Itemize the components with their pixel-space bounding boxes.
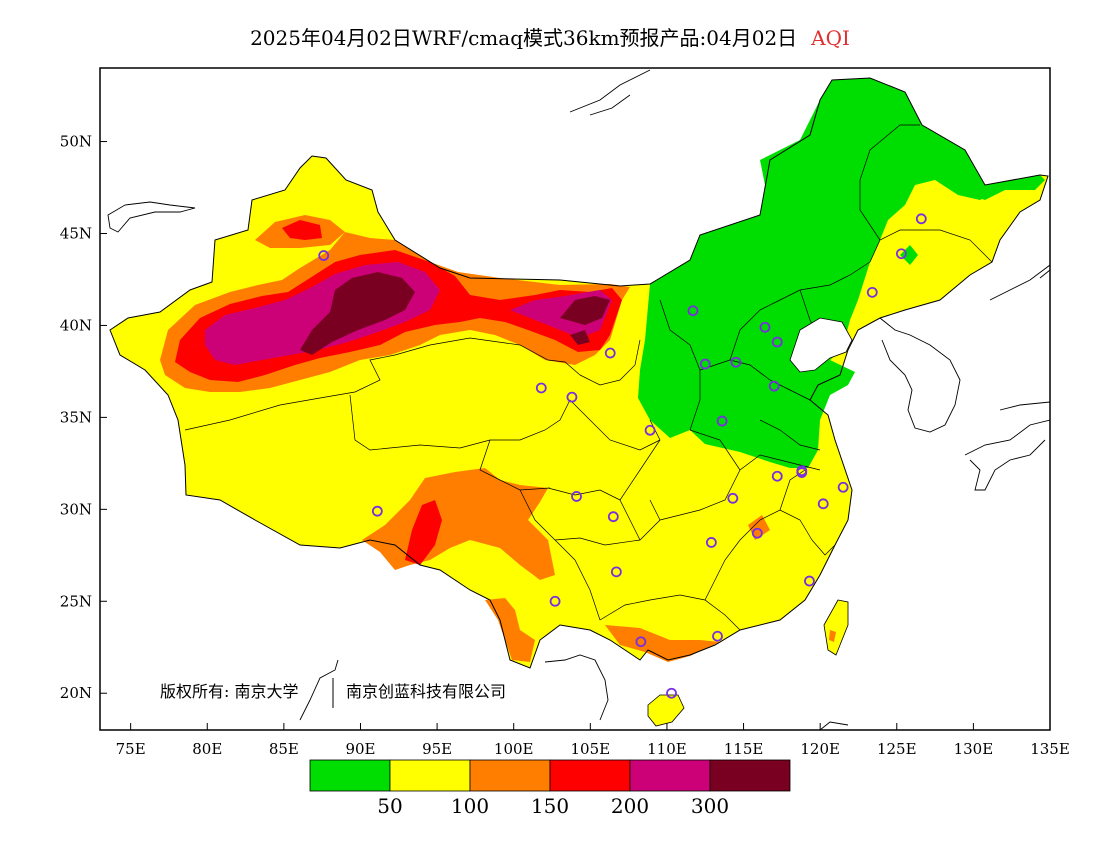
monitoring-stations <box>318 213 927 699</box>
legend-label: 200 <box>611 794 649 818</box>
lat-tick-label: 25N <box>60 592 92 610</box>
station-marker <box>804 575 815 587</box>
station-marker <box>730 356 742 368</box>
legend-label: 300 <box>691 794 729 818</box>
station-marker <box>705 537 717 548</box>
station-marker <box>712 630 723 642</box>
station-marker <box>866 286 878 298</box>
station-marker <box>771 470 783 482</box>
lat-tick-label: 45N <box>60 225 92 243</box>
aqi-zone-unhealthy-sensitive-south <box>605 625 720 662</box>
station-marker <box>566 391 578 403</box>
lon-tick-label: 130E <box>954 740 994 758</box>
lat-tick-label: 35N <box>60 408 92 426</box>
lat-tick-label: 40N <box>60 316 92 334</box>
lat-tick-label: 30N <box>60 500 92 518</box>
legend-swatch <box>469 759 551 792</box>
legend-swatch <box>629 759 711 792</box>
copyright-text: 版权所有: 南京大学 <box>160 682 298 701</box>
station-marker <box>771 336 783 348</box>
lon-tick-label: 95E <box>422 740 452 758</box>
lon-tick-label: 80E <box>192 740 222 758</box>
legend-swatch <box>309 759 391 792</box>
legend-label: 50 <box>377 794 402 818</box>
taiwan-island <box>823 599 849 656</box>
map-title: 2025年04月02日WRF/cmaq模式36km预报产品:04月02日 AQI <box>0 22 1100 51</box>
hainan-island <box>647 694 685 727</box>
aqi-zone-good-north <box>638 78 1040 468</box>
station-marker <box>817 498 829 510</box>
aqi-zone-good-heilongjiang-edge <box>950 150 1045 200</box>
station-marker <box>666 687 677 699</box>
station-marker <box>607 511 619 523</box>
title-pollutant: AQI <box>811 26 850 50</box>
latitude-axis: 20N 25N 30N 35N 40N 45N 50N <box>60 133 107 702</box>
station-marker <box>768 380 780 392</box>
lon-tick-label: 110E <box>647 740 687 758</box>
aqi-zone-unhealthy-north-xinjiang <box>282 220 322 240</box>
legend-swatch <box>549 759 631 792</box>
station-marker <box>759 321 771 333</box>
lon-tick-label: 100E <box>494 740 534 758</box>
aqi-zone-hazardous-small <box>570 330 590 345</box>
station-marker <box>727 492 739 504</box>
lon-tick-label: 75E <box>116 740 146 758</box>
aqi-legend: 50 100 150 200 300 <box>309 759 791 818</box>
lon-tick-label: 90E <box>345 740 375 758</box>
legend-swatch <box>389 759 471 792</box>
station-marker <box>371 505 383 517</box>
station-marker <box>635 636 647 648</box>
lat-tick-label: 50N <box>60 133 92 151</box>
station-marker <box>644 424 656 436</box>
station-marker <box>699 358 711 370</box>
neighbour-coastlines <box>107 69 1050 730</box>
station-marker <box>837 481 849 493</box>
lon-tick-label: 85E <box>269 740 299 758</box>
station-marker <box>915 213 927 225</box>
legend-swatch <box>709 759 791 792</box>
lon-tick-label: 105E <box>571 740 611 758</box>
copyright-company: 南京创蓝科技有限公司 <box>346 682 506 701</box>
station-marker <box>895 248 907 260</box>
lon-tick-label: 125E <box>877 740 917 758</box>
aqi-zone-good-liaoning <box>900 245 918 265</box>
station-marker <box>716 415 728 427</box>
province-boundaries <box>184 124 993 631</box>
station-marker <box>604 347 616 359</box>
lat-tick-label: 20N <box>60 684 92 702</box>
legend-label: 100 <box>451 794 489 818</box>
lon-tick-label: 115E <box>724 740 764 758</box>
bohai-sea <box>789 317 853 373</box>
pollution-field: 版权所有: 南京大学 南京创蓝科技有限公司 <box>107 69 1050 730</box>
lon-tick-label: 135E <box>1030 740 1070 758</box>
aqi-zone-hazardous-taklimakan <box>300 272 415 355</box>
aqi-zone-hazardous-east <box>560 296 610 325</box>
legend-label: 150 <box>531 794 569 818</box>
station-marker <box>571 491 582 502</box>
station-marker <box>535 382 547 394</box>
title-main: 2025年04月02日WRF/cmaq模式36km预报产品:04月02日 <box>250 26 798 50</box>
taiwan-orange-patch <box>829 630 836 642</box>
station-marker <box>549 595 561 607</box>
station-marker <box>318 250 330 261</box>
national-boundary <box>109 77 1049 669</box>
aqi-zone-unhealthy-tibet <box>405 500 442 565</box>
longitude-axis: 75E 80E 85E 90E 95E 100E 105E 110E 115E 120E 125E 1… <box>116 723 1070 758</box>
lon-tick-label: 120E <box>800 740 840 758</box>
station-marker <box>610 566 622 578</box>
station-marker <box>687 305 699 317</box>
station-marker <box>751 527 763 539</box>
station-marker <box>796 465 808 477</box>
